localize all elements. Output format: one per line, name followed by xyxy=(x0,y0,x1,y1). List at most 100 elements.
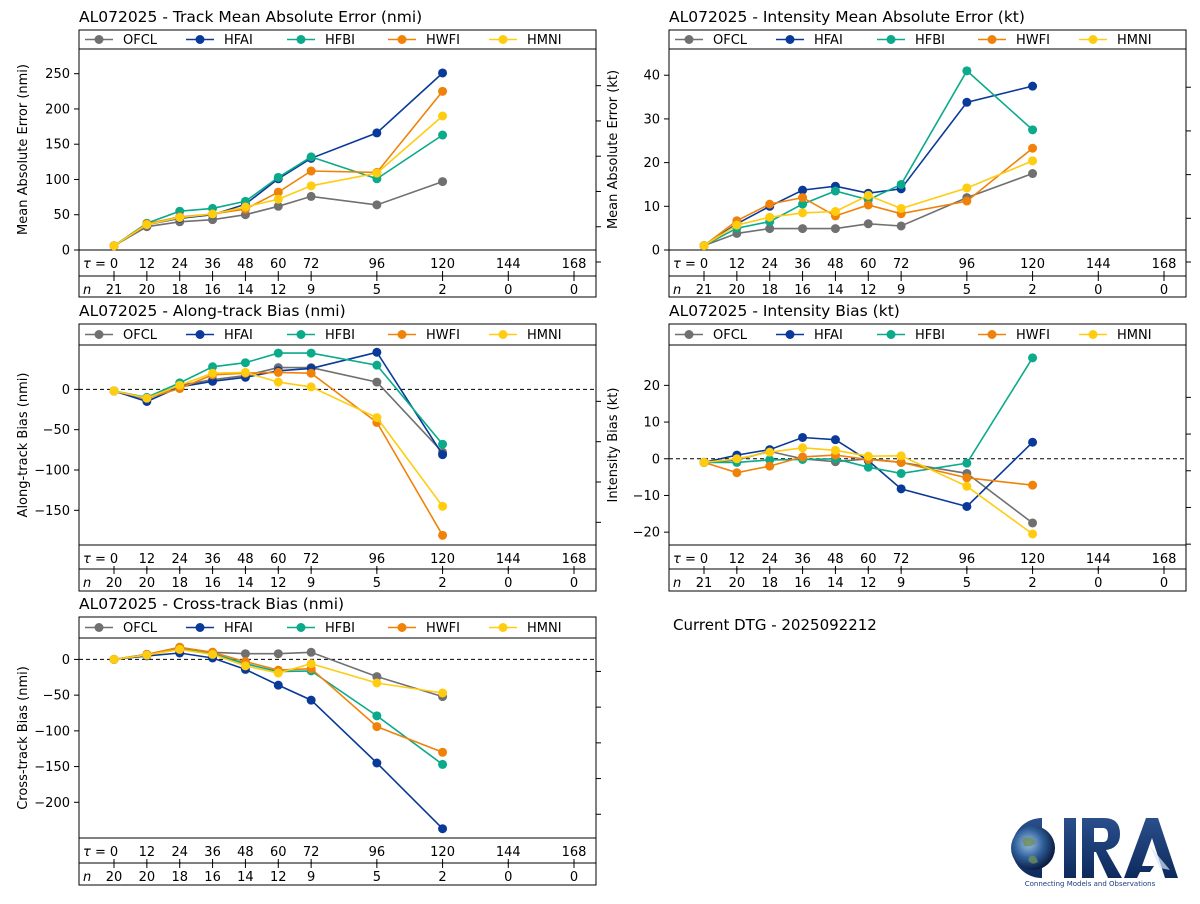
n-count-label: 5 xyxy=(963,283,971,298)
legend-marker xyxy=(987,330,997,339)
x-tick-label: 96 xyxy=(369,552,386,567)
data-point xyxy=(175,213,185,223)
data-point xyxy=(798,432,808,442)
n-count-label: 0 xyxy=(1160,576,1168,591)
data-point xyxy=(732,468,742,478)
y-tick-label: 20 xyxy=(643,379,660,394)
data-point xyxy=(273,172,283,182)
data-point xyxy=(142,393,152,403)
n-count-label: 12 xyxy=(860,283,877,298)
data-point xyxy=(438,130,448,140)
legend-item-hfbi: HFBI xyxy=(877,33,945,48)
legend-label: HWFI xyxy=(1016,328,1050,343)
chart-title: AL072025 - Track Mean Absolute Error (nm… xyxy=(79,8,422,26)
n-count-label: 9 xyxy=(307,870,315,885)
data-point xyxy=(372,128,382,138)
n-count-label: 9 xyxy=(897,576,905,591)
x-tick-label: 36 xyxy=(204,257,221,272)
series-line xyxy=(703,436,1034,508)
data-point xyxy=(372,722,382,732)
data-point xyxy=(175,380,185,390)
series-hfbi xyxy=(109,642,448,769)
data-point xyxy=(208,376,218,386)
x-tick-label: 48 xyxy=(237,257,254,272)
series-line xyxy=(113,371,444,507)
n-count-label: 9 xyxy=(897,283,905,298)
x-tick-label: 72 xyxy=(893,257,910,272)
data-point xyxy=(208,368,218,378)
legend-label: HFBI xyxy=(325,33,355,48)
data-point xyxy=(962,458,972,468)
legend-marker xyxy=(498,623,508,632)
legend-label: HFAI xyxy=(224,328,253,343)
n-count-label: 9 xyxy=(307,576,315,591)
x-tick-label: 0 xyxy=(700,552,708,567)
y-tick-label: 0 xyxy=(652,244,660,259)
x-tick-label: 120 xyxy=(1020,257,1045,272)
n-label: n xyxy=(83,576,91,591)
data-point xyxy=(1028,169,1038,179)
x-tick-label: 24 xyxy=(761,552,778,567)
data-point xyxy=(798,193,808,203)
data-point xyxy=(438,747,448,757)
data-point xyxy=(240,649,250,659)
data-point xyxy=(765,447,775,457)
legend-item-hmni: HMNI xyxy=(489,328,562,343)
legend-marker xyxy=(296,623,306,632)
data-point xyxy=(306,181,316,191)
data-point xyxy=(896,451,906,461)
data-point xyxy=(962,196,972,206)
legend-marker xyxy=(886,330,896,339)
data-point xyxy=(372,678,382,688)
data-point xyxy=(830,186,840,196)
legend-item-ofcl: OFCL xyxy=(85,33,158,48)
y-tick-label: −50 xyxy=(43,423,70,438)
chart-title: AL072025 - Along-track Bias (nmi) xyxy=(79,302,346,320)
data-point xyxy=(273,680,283,690)
data-point xyxy=(273,377,283,387)
data-point xyxy=(798,208,808,218)
x-tick-label: 24 xyxy=(171,552,188,567)
data-point xyxy=(896,484,906,494)
n-count-label: 14 xyxy=(827,576,844,591)
data-point xyxy=(1028,125,1038,135)
data-point xyxy=(273,194,283,204)
data-point xyxy=(372,711,382,721)
data-point xyxy=(273,348,283,358)
legend-item-hfbi: HFBI xyxy=(287,328,355,343)
legend-item-hmni: HMNI xyxy=(1079,328,1152,343)
data-point xyxy=(732,220,742,230)
n-count-label: 20 xyxy=(139,283,156,298)
legend-label: HMNI xyxy=(527,621,562,636)
legend-marker xyxy=(987,35,997,44)
data-point xyxy=(438,501,448,511)
n-count-label: 18 xyxy=(171,283,188,298)
data-point xyxy=(962,66,972,76)
x-tick-label: 60 xyxy=(860,552,877,567)
legend-item-hmni: HMNI xyxy=(489,33,562,48)
x-tick-label: 168 xyxy=(562,552,587,567)
data-point xyxy=(830,445,840,455)
series-line xyxy=(703,172,1033,247)
n-count-label: 20 xyxy=(139,870,156,885)
x-tick-label: 12 xyxy=(729,552,746,567)
data-point xyxy=(306,152,316,162)
chart-intensity-mae: AL072025 - Intensity Mean Absolute Error… xyxy=(606,8,1191,298)
n-count-label: 0 xyxy=(504,870,512,885)
data-point xyxy=(798,185,808,195)
data-point xyxy=(863,219,873,229)
x-tick-label: 72 xyxy=(303,552,320,567)
x-tick-label: 48 xyxy=(827,552,844,567)
data-point xyxy=(372,347,382,357)
data-point xyxy=(438,68,448,78)
n-count-label: 21 xyxy=(696,283,713,298)
legend-marker xyxy=(94,330,104,339)
n-count-label: 18 xyxy=(171,576,188,591)
x-tick-label: 24 xyxy=(171,257,188,272)
n-count-label: 16 xyxy=(204,576,221,591)
x-tick-label: 120 xyxy=(430,257,455,272)
data-point xyxy=(109,386,119,396)
legend-label: HFBI xyxy=(325,621,355,636)
x-tick-label: 168 xyxy=(1152,552,1177,567)
